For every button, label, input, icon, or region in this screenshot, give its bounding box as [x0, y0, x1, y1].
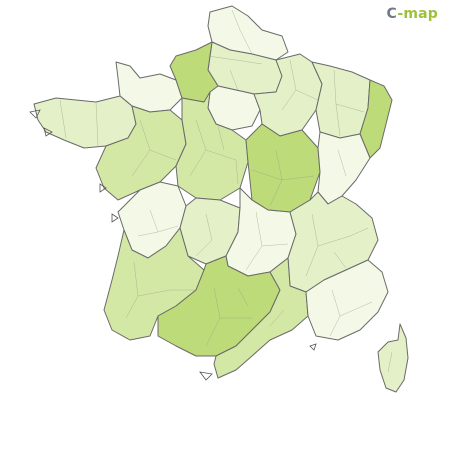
brand-logo: C-map: [387, 6, 438, 22]
region-centre[interactable]: [175, 91, 249, 201]
region-lorraine[interactable]: [311, 61, 371, 139]
region-alsace[interactable]: [359, 79, 393, 159]
brand-suffix: -map: [397, 6, 438, 22]
region-corse[interactable]: [377, 323, 409, 393]
department-borders: [59, 9, 393, 373]
region-basse-normandie[interactable]: [115, 61, 183, 113]
region-paca[interactable]: [305, 259, 389, 341]
region-franche-comte[interactable]: [317, 131, 371, 205]
region-nord[interactable]: [207, 5, 289, 61]
region-bourgogne[interactable]: [245, 123, 321, 213]
coast-details: [29, 109, 317, 381]
brand-prefix: C: [386, 6, 398, 22]
region-languedoc[interactable]: [213, 257, 309, 379]
